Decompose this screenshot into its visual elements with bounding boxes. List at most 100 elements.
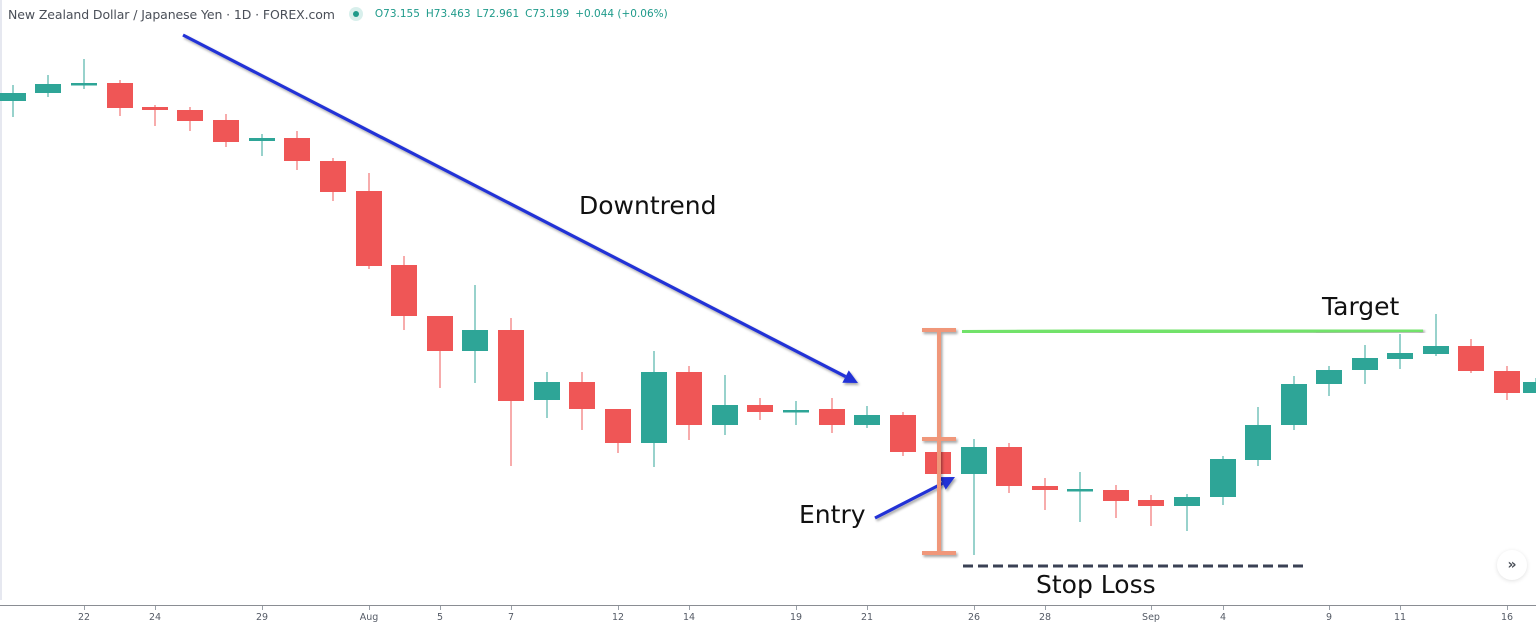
- candle: [249, 134, 275, 156]
- axis-tick: [689, 606, 690, 610]
- candle: [1523, 378, 1536, 393]
- axis-tick-label: 28: [1038, 612, 1052, 623]
- axis-tick: [1400, 606, 1401, 610]
- candle: [1458, 339, 1484, 373]
- candle: [712, 375, 738, 435]
- candle: [676, 366, 702, 440]
- candle: [1103, 485, 1129, 518]
- candles-group: [0, 59, 1536, 555]
- ohlc-low: L72.961: [476, 8, 520, 20]
- candle: [854, 406, 880, 428]
- axis-tick: [974, 606, 975, 610]
- axis-tick-label: 14: [682, 612, 696, 623]
- axis-tick: [440, 606, 441, 610]
- axis-tick: [1151, 606, 1152, 610]
- ohlc-legend: O73.155 H73.463 L72.961 C73.199 +0.044 (…: [375, 8, 668, 20]
- candle: [213, 114, 239, 147]
- axis-tick: [511, 606, 512, 610]
- candle: [462, 285, 488, 383]
- axis-tick-label: 19: [789, 612, 803, 623]
- axis-tick-label: 7: [507, 612, 515, 623]
- candle: [1138, 495, 1164, 526]
- chart-left-border: [0, 0, 2, 600]
- axis-tick: [796, 606, 797, 610]
- ohlc-change: +0.044 (+0.06%): [575, 8, 668, 20]
- entry-arrow: [874, 477, 955, 520]
- time-axis[interactable]: 22 24 29 Aug 5 7 12 14 19 21 26 28 Sep 4 9 11 16: [0, 605, 1536, 627]
- candle: [1245, 407, 1271, 466]
- candle: [996, 443, 1022, 493]
- candle: [569, 372, 595, 430]
- axis-tick: [1223, 606, 1224, 610]
- candle: [819, 398, 845, 433]
- axis-tick: [1045, 606, 1046, 610]
- candle: [1067, 472, 1093, 522]
- candle: [1423, 314, 1449, 356]
- entry-label: Entry: [799, 500, 866, 529]
- candle: [35, 75, 61, 97]
- axis-tick-label: Sep: [1142, 612, 1160, 623]
- candle: [1281, 376, 1307, 430]
- candle: [534, 372, 560, 418]
- candle: [142, 105, 168, 126]
- candle: [0, 85, 26, 117]
- candle: [1387, 334, 1413, 369]
- axis-tick-label: 29: [255, 612, 269, 623]
- axis-tick: [1329, 606, 1330, 610]
- axis-tick-label: 21: [860, 612, 874, 623]
- axis-tick: [867, 606, 868, 610]
- candle: [177, 107, 203, 131]
- axis-tick: [262, 606, 263, 610]
- target-label: Target: [1322, 292, 1400, 321]
- axis-tick-label: 4: [1219, 612, 1227, 623]
- ohlc-high: H73.463: [425, 8, 471, 20]
- axis-tick-label: Aug: [359, 612, 379, 623]
- axis-tick: [1507, 606, 1508, 610]
- candle: [356, 173, 382, 269]
- downtrend-label: Downtrend: [579, 191, 717, 220]
- axis-tick-label: 26: [967, 612, 981, 623]
- candle: [1210, 456, 1236, 505]
- axis-tick: [618, 606, 619, 610]
- candle: [320, 158, 346, 201]
- downtrend-arrow: [182, 33, 858, 383]
- candle: [605, 409, 631, 453]
- candle: [498, 318, 524, 466]
- candle: [1352, 345, 1378, 384]
- candle: [961, 439, 987, 555]
- candle: [1032, 478, 1058, 510]
- candle: [427, 316, 453, 388]
- candle: [641, 351, 667, 467]
- candle: [1316, 366, 1342, 396]
- candle: [1494, 366, 1520, 400]
- axis-tick: [369, 606, 370, 610]
- axis-tick-label: 11: [1393, 612, 1407, 623]
- candle: [284, 131, 310, 170]
- ohlc-close: C73.199: [525, 8, 570, 20]
- axis-tick-label: 16: [1500, 612, 1514, 623]
- symbol-title[interactable]: New Zealand Dollar / Japanese Yen · 1D ·…: [8, 6, 335, 22]
- target-line: [961, 328, 1424, 334]
- candle: [1174, 494, 1200, 531]
- candle: [391, 256, 417, 330]
- axis-tick: [155, 606, 156, 610]
- axis-tick-label: 12: [611, 612, 625, 623]
- axis-tick-label: 9: [1325, 612, 1333, 623]
- axis-tick-label: 24: [148, 612, 162, 623]
- candlestick-chart[interactable]: [0, 0, 1536, 605]
- chart-header: New Zealand Dollar / Japanese Yen · 1D ·…: [8, 3, 668, 25]
- market-status-icon: [348, 7, 363, 21]
- candle: [783, 401, 809, 425]
- candle: [107, 80, 133, 116]
- annotations-group: [182, 33, 1424, 568]
- axis-tick-label: 5: [436, 612, 444, 623]
- candle: [71, 59, 97, 89]
- axis-tick: [84, 606, 85, 610]
- scroll-to-realtime-button[interactable]: »: [1497, 550, 1527, 580]
- axis-tick-label: 22: [77, 612, 91, 623]
- candle: [747, 398, 773, 420]
- double-chevron-right-icon: »: [1507, 557, 1517, 573]
- stop-loss-label: Stop Loss: [1036, 570, 1156, 599]
- risk-reward-bracket: [922, 328, 956, 555]
- ohlc-open: O73.155: [374, 8, 420, 20]
